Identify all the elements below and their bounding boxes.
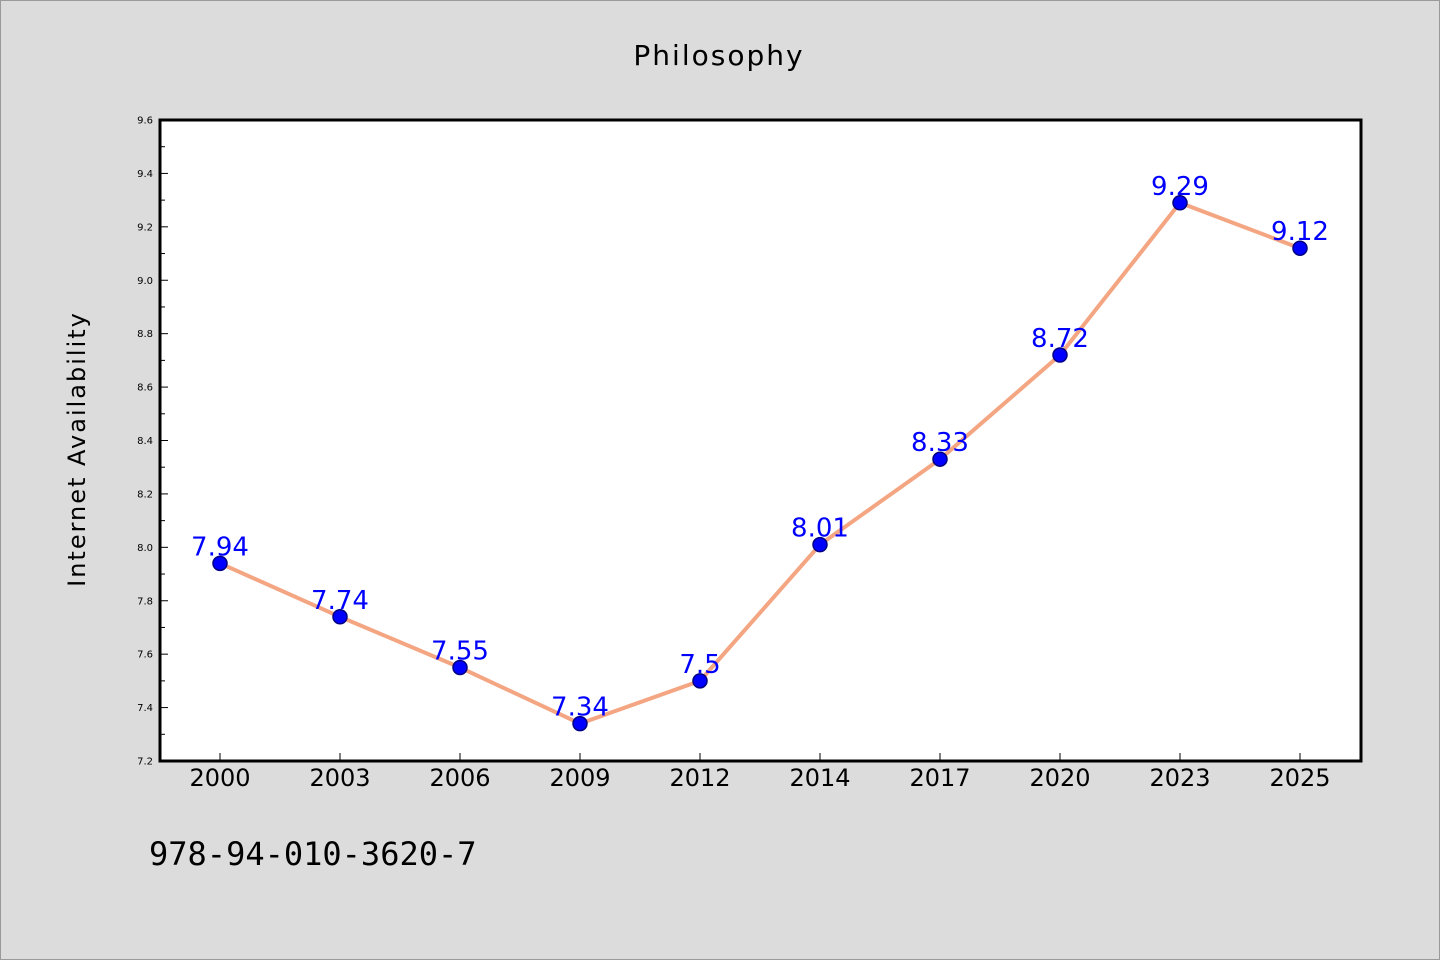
x-tick-label: 2025 bbox=[1269, 764, 1330, 792]
data-point bbox=[932, 451, 948, 467]
data-point bbox=[1292, 240, 1308, 256]
y-tick-label: 8.6 bbox=[137, 383, 153, 394]
data-label: 7.94 bbox=[191, 532, 249, 562]
data-label: 9.29 bbox=[1151, 172, 1209, 202]
y-axis-label: Internet Availability bbox=[63, 311, 91, 587]
x-tick-label: 2017 bbox=[909, 764, 970, 792]
x-tick-label: 2020 bbox=[1029, 764, 1090, 792]
y-tick-label: 7.4 bbox=[137, 703, 153, 714]
y-tick-label: 9.6 bbox=[137, 116, 153, 127]
data-point bbox=[212, 555, 228, 572]
x-tick-label: 2000 bbox=[189, 764, 250, 792]
data-label: 7.34 bbox=[551, 693, 609, 723]
data-label: 8.72 bbox=[1031, 324, 1089, 354]
data-label: 7.74 bbox=[311, 586, 369, 616]
data-point bbox=[452, 659, 468, 676]
x-tick-label: 2003 bbox=[309, 764, 370, 792]
data-point bbox=[1172, 195, 1188, 211]
y-axis: 7.2 7.4 7.6 7.8 8.0 8.2 8.4 8.6 8.8 9.0 9.2 9.4 9.6 bbox=[137, 116, 168, 768]
y-tick-label: 7.6 bbox=[137, 650, 153, 661]
x-tick-label: 2023 bbox=[1149, 764, 1210, 792]
data-label: 9.12 bbox=[1271, 217, 1329, 247]
y-tick-label: 8.2 bbox=[137, 489, 153, 500]
y-tick-label: 8.8 bbox=[137, 329, 153, 340]
data-point bbox=[692, 673, 708, 689]
data-point bbox=[332, 609, 348, 625]
x-tick-label: 2012 bbox=[669, 764, 730, 792]
x-tick-label: 2006 bbox=[429, 764, 490, 792]
data-label: 8.01 bbox=[791, 514, 849, 544]
y-tick-label: 9.0 bbox=[137, 276, 153, 287]
y-tick-label: 7.2 bbox=[137, 757, 153, 768]
data-point bbox=[812, 536, 828, 553]
data-labels-layer: 7.94 7.74 7.55 7.34 7.5 8.01 8.33 8.72 9.29 9.12 bbox=[191, 172, 1329, 723]
data-point bbox=[1052, 347, 1068, 363]
series-line bbox=[218, 200, 1302, 726]
y-tick-label: 8.0 bbox=[137, 543, 153, 554]
x-tick-label: 2014 bbox=[789, 764, 850, 792]
isbn-text: 978-94-010-3620-7 bbox=[149, 835, 477, 873]
x-axis: 2000 2003 2006 2009 2012 2014 2017 2020 2023 2025 bbox=[189, 753, 1331, 792]
y-tick-label: 7.8 bbox=[137, 596, 153, 607]
chart-title: Philosophy bbox=[633, 39, 804, 72]
series-layer bbox=[212, 195, 1308, 732]
y-tick-label: 8.4 bbox=[137, 436, 153, 447]
data-label: 7.5 bbox=[679, 650, 720, 680]
data-label: 8.33 bbox=[911, 428, 969, 458]
x-tick-label: 2009 bbox=[549, 764, 610, 792]
data-label: 7.55 bbox=[431, 637, 489, 667]
plot-area bbox=[158, 118, 1363, 763]
y-tick-label: 9.2 bbox=[137, 222, 153, 233]
data-point bbox=[572, 715, 588, 732]
y-tick-label: 9.4 bbox=[137, 169, 153, 180]
